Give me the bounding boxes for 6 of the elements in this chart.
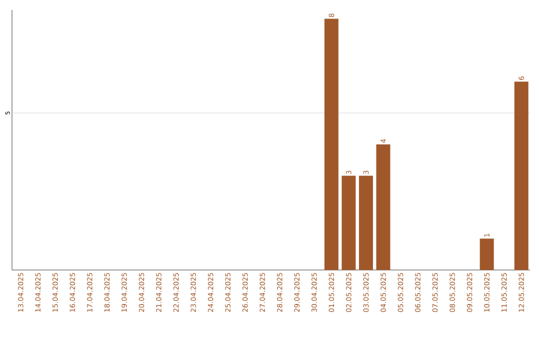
bar (342, 176, 356, 270)
bar (480, 238, 494, 270)
bar (358, 176, 373, 270)
bar (324, 18, 338, 270)
bar (376, 144, 390, 270)
bar (514, 82, 528, 270)
